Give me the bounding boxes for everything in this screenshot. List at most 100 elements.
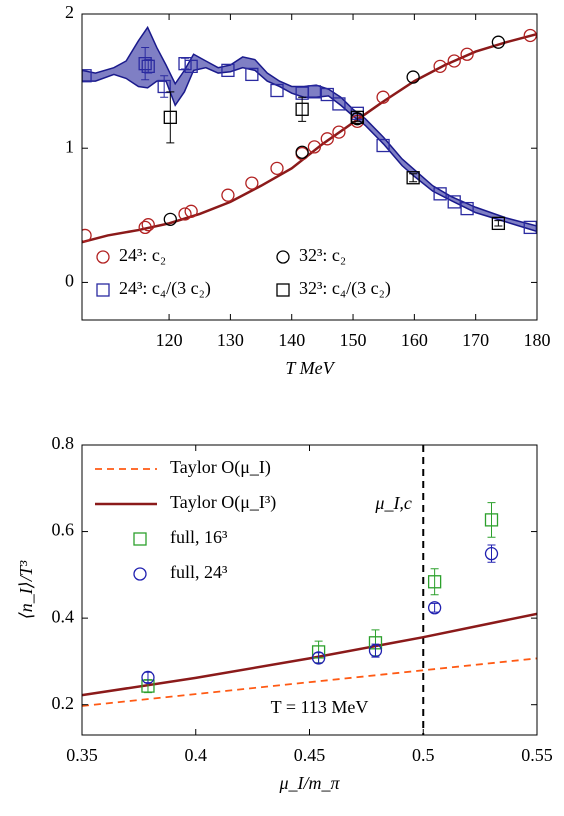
error-bar — [160, 75, 169, 98]
error-bar — [487, 502, 496, 538]
x-tick-label: 0.4 — [185, 745, 208, 765]
x-tick-label: 120 — [156, 330, 183, 350]
marker — [350, 110, 364, 124]
marker — [184, 59, 198, 73]
marker — [460, 201, 474, 216]
marker — [157, 79, 171, 94]
marker — [178, 207, 192, 221]
legend-label: 24³: c₄/(3 c₂) — [119, 278, 211, 299]
marker — [311, 651, 326, 665]
x-tick-label: 0.5 — [412, 745, 435, 765]
marker — [221, 63, 235, 78]
legend-symbol — [276, 283, 290, 297]
marker — [163, 212, 177, 226]
marker — [332, 125, 346, 139]
marker — [406, 171, 420, 185]
legend-symbol — [96, 250, 110, 264]
marker — [460, 47, 474, 61]
legend-marker — [133, 532, 147, 546]
error-bar — [430, 602, 439, 613]
band — [82, 25, 537, 233]
axes-frame — [81, 13, 538, 321]
y-tick-label: 2 — [65, 2, 74, 22]
marker — [295, 102, 309, 116]
marker — [295, 145, 309, 159]
marker — [141, 59, 155, 73]
marker — [484, 513, 499, 527]
x-tick-label: 150 — [340, 330, 367, 350]
legend-label: 32³: c₄/(3 c₂) — [299, 278, 391, 299]
marker — [82, 69, 92, 83]
legend-marker — [96, 283, 110, 297]
x-tick-label: 170 — [462, 330, 489, 350]
marker — [307, 85, 322, 99]
error-bar — [353, 112, 362, 122]
marker — [270, 161, 284, 175]
marker — [320, 132, 334, 146]
error-bar — [141, 47, 150, 81]
marker — [376, 138, 390, 153]
marker — [433, 59, 447, 73]
marker — [270, 83, 284, 98]
error-bar — [298, 96, 307, 122]
x-axis-label: T MeV — [285, 358, 335, 378]
legend-marker — [276, 283, 290, 297]
legend-label: full, 24³ — [170, 562, 228, 582]
legend-label: full, 16³ — [170, 527, 228, 547]
error-bar — [494, 220, 503, 227]
marker — [523, 28, 537, 43]
x-tick-label: 130 — [217, 330, 244, 350]
error-bar — [430, 568, 439, 596]
legend-symbol — [276, 250, 290, 264]
plot-area — [82, 25, 537, 244]
x-tick-label: 160 — [401, 330, 428, 350]
marker — [245, 67, 259, 82]
legend-marker — [96, 250, 110, 264]
marker — [523, 220, 537, 235]
error-bar — [166, 91, 175, 144]
y-axis-label: ⟨n_I⟩/T³ — [16, 560, 36, 619]
x-tick-label: 180 — [524, 330, 551, 350]
y-tick-label: 0.8 — [52, 433, 75, 453]
marker — [484, 546, 499, 561]
marker — [368, 643, 383, 658]
plot-area — [82, 445, 537, 735]
y-tick-label: 0 — [65, 271, 74, 291]
marker — [138, 57, 152, 71]
marker — [491, 216, 506, 231]
annotation: T = 113 MeV — [271, 697, 369, 717]
marker — [163, 110, 177, 124]
x-tick-label: 0.55 — [521, 745, 553, 765]
line — [82, 612, 537, 697]
y-tick-label: 0.6 — [52, 520, 75, 540]
x-tick-label: 140 — [278, 330, 305, 350]
legend-label: Taylor O(μ_I³) — [170, 492, 276, 513]
legend-symbol — [133, 567, 147, 581]
annotation: μ_I,c — [374, 493, 412, 513]
marker — [433, 187, 447, 201]
marker — [406, 70, 420, 84]
marker — [184, 204, 198, 218]
legend-label: 32³: c₂ — [299, 245, 346, 265]
marker — [141, 670, 155, 685]
marker — [447, 195, 461, 209]
marker — [427, 575, 442, 589]
legend-symbol — [133, 532, 147, 546]
marker — [376, 90, 390, 104]
legend-marker — [133, 567, 147, 581]
marker — [245, 176, 259, 190]
marker — [320, 87, 334, 102]
error-bar — [144, 59, 153, 74]
marker — [307, 140, 322, 154]
legend-symbol — [96, 283, 110, 297]
legend-label: 24³: c₂ — [119, 245, 166, 265]
marker — [138, 220, 152, 235]
x-tick-label: 0.45 — [294, 745, 326, 765]
y-tick-label: 0.4 — [52, 606, 75, 626]
marker — [427, 601, 442, 615]
y-tick-label: 0.2 — [52, 693, 75, 713]
marker — [141, 218, 155, 232]
x-tick-label: 0.35 — [66, 745, 98, 765]
legend-label: Taylor O(μ_I) — [170, 457, 271, 478]
